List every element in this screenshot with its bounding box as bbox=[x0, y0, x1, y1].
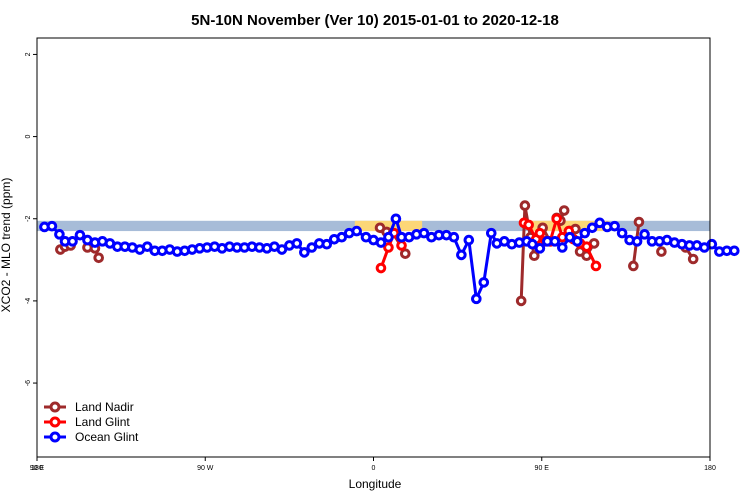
ocean-glint-point-0-70 bbox=[557, 242, 568, 253]
series-layer bbox=[39, 200, 740, 307]
land-glint-point-0-1 bbox=[383, 242, 394, 253]
legend-marker-land-nadir bbox=[49, 401, 61, 413]
land-glint-point-1-11 bbox=[581, 241, 592, 252]
ocean-glint-point-0-58 bbox=[471, 293, 482, 305]
ocean-glint-point-0-38 bbox=[321, 238, 333, 250]
ocean-glint-point-0-32 bbox=[276, 244, 288, 255]
ocean-glint-point-0-14 bbox=[141, 241, 153, 252]
ocean-glint-point-0-57 bbox=[463, 234, 475, 246]
land-nadir-point-3-1 bbox=[519, 200, 531, 211]
land-glint-point-1-1 bbox=[523, 219, 534, 231]
ocean-glint-point-0-73 bbox=[579, 227, 591, 239]
ocean-glint-point-0-2 bbox=[54, 229, 65, 240]
x-tick-label-2: 90 W bbox=[197, 465, 214, 472]
ocean-glint-point-0-34 bbox=[291, 238, 303, 249]
chart-title: 5N-10N November (Ver 10) 2015-01-01 to 2… bbox=[191, 12, 559, 29]
ocean-glint-point-0-35 bbox=[299, 247, 310, 258]
land-nadir-point-3-0 bbox=[515, 295, 527, 307]
ocean-glint-point-0-71 bbox=[564, 231, 576, 243]
y-tick-label-2: -2 bbox=[25, 216, 32, 222]
ocean-glint-point-0-75 bbox=[594, 217, 606, 229]
y-tick-label-3: -4 bbox=[25, 298, 32, 304]
orange-zone-0 bbox=[354, 220, 423, 232]
y-tick-label-4: -6 bbox=[25, 380, 32, 386]
legend-label-land-nadir: Land Nadir bbox=[75, 400, 134, 414]
x-tick-label-3: 0 bbox=[372, 465, 376, 472]
legend-label-ocean-glint: Ocean Glint bbox=[75, 430, 139, 444]
ocean-glint-point-0-40 bbox=[336, 231, 348, 243]
ocean-glint-point-0-36 bbox=[306, 242, 318, 253]
land-nadir-point-10-1 bbox=[687, 253, 699, 265]
land-nadir-point-9-0 bbox=[656, 246, 667, 257]
y-tick-label-1: 0 bbox=[25, 135, 32, 139]
series-ocean-glint bbox=[39, 213, 740, 305]
land-glint-point-1-3 bbox=[534, 227, 546, 239]
ocean-glint-point-0-42 bbox=[351, 225, 362, 237]
ocean-glint-point-0-59 bbox=[478, 277, 490, 288]
x-tick-label-5: 180 bbox=[704, 465, 716, 472]
land-nadir-point-3-3 bbox=[528, 250, 540, 262]
ocean-glint-point-0-80 bbox=[631, 236, 643, 247]
ocean-glint-point-0-45 bbox=[375, 237, 387, 248]
land-glint-point-0-3 bbox=[396, 240, 407, 251]
land-glint-point-0-0 bbox=[375, 262, 387, 274]
ocean-glint-point-0-47 bbox=[390, 213, 402, 225]
ocean-glint-point-0-4 bbox=[67, 236, 78, 247]
ocean-glint-point-0-93 bbox=[729, 245, 740, 257]
legend-label-land-glint: Land Glint bbox=[75, 415, 130, 429]
land-nadir-point-2-3 bbox=[399, 248, 411, 259]
ocean-glint-point-0-72 bbox=[571, 236, 583, 247]
ocean-glint-point-0-77 bbox=[609, 220, 620, 232]
land-nadir-point-8-1 bbox=[633, 216, 645, 228]
ocean-glint-point-0-46 bbox=[383, 231, 394, 243]
x-axis-label: Longitude bbox=[349, 477, 402, 491]
ocean-glint-point-0-56 bbox=[456, 249, 467, 261]
ocean-glint-point-0-90 bbox=[706, 238, 718, 250]
land-nadir-point-1-2 bbox=[93, 252, 104, 264]
ocean-glint-point-0-66 bbox=[527, 238, 538, 250]
legend-marker-ocean-glint bbox=[49, 431, 61, 443]
land-nadir-point-8-0 bbox=[628, 260, 639, 272]
ocean-glint-point-0-55 bbox=[448, 231, 460, 243]
x-tick-label-1: 180 bbox=[31, 465, 43, 472]
land-glint-point-1-6 bbox=[551, 213, 563, 225]
ocean-glint-point-0-1 bbox=[46, 220, 58, 232]
land-glint-point-1-12 bbox=[590, 260, 602, 272]
ocean-glint-point-0-67 bbox=[534, 243, 546, 254]
x-tick-label-4: 90 E bbox=[535, 465, 550, 472]
ocean-glint-point-0-60 bbox=[485, 227, 497, 239]
ocean-glint-point-0-74 bbox=[586, 222, 598, 234]
y-axis-label: XCO2 - MLO trend (ppm) bbox=[0, 178, 13, 313]
ocean-glint-point-0-78 bbox=[616, 227, 628, 239]
x-tick-label-0: 90 E bbox=[30, 465, 45, 472]
ocean-glint-point-0-51 bbox=[418, 227, 430, 239]
legend: Land Nadir Land Glint Ocean Glint bbox=[44, 400, 139, 444]
land-nadir-point-5-2 bbox=[558, 205, 570, 216]
legend-marker-land-glint bbox=[49, 416, 61, 428]
ocean-glint-point-0-5 bbox=[74, 229, 86, 241]
ocean-glint-point-0-69 bbox=[549, 236, 561, 247]
ocean-glint-point-0-81 bbox=[639, 229, 650, 240]
y-tick-label-0: 2 bbox=[25, 52, 32, 56]
